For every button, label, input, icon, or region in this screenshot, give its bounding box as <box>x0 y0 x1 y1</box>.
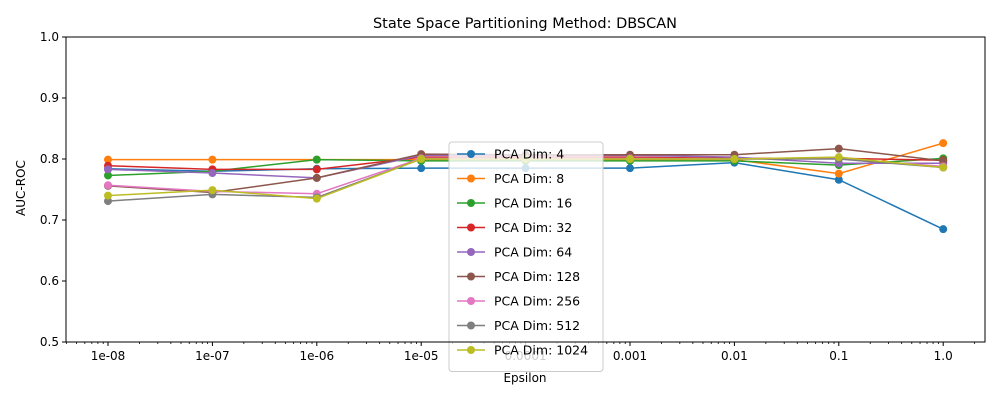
legend-marker <box>467 199 475 207</box>
legend: PCA Dim: 4 PCA Dim: 8 PCA Dim: 16 PCA Dim: … <box>448 141 604 372</box>
x-tick-label: 1e-05 <box>404 349 439 363</box>
legend-marker <box>467 272 475 281</box>
data-point <box>104 165 112 174</box>
x-tick-label: 1e-06 <box>299 349 334 363</box>
data-point <box>626 155 634 163</box>
legend-marker <box>467 297 475 305</box>
x-tick-label: 1.0 <box>934 349 953 363</box>
y-tick-label: 0.6 <box>40 274 59 288</box>
data-point <box>730 155 739 163</box>
legend-label: PCA Dim: 32 <box>494 220 572 235</box>
data-point <box>208 169 217 178</box>
data-point <box>312 155 321 164</box>
legend-label: PCA Dim: 128 <box>494 269 580 284</box>
legend-marker <box>467 150 475 158</box>
data-point <box>312 194 321 203</box>
data-point <box>939 225 948 234</box>
x-tick-label: 1e-08 <box>91 349 126 363</box>
x-tick-label: 1e-07 <box>195 349 230 363</box>
legend-label: PCA Dim: 16 <box>494 196 572 211</box>
chart-title: State Space Partitioning Method: DBSCAN <box>373 16 677 32</box>
x-tick-label: 0.001 <box>613 349 647 363</box>
legend-label: PCA Dim: 1024 <box>494 343 588 358</box>
legend-marker <box>467 321 475 330</box>
data-point <box>312 173 321 182</box>
data-point <box>208 186 217 195</box>
data-point <box>104 181 112 190</box>
y-axis-title: AUC-ROC <box>14 160 28 216</box>
data-point <box>939 139 948 148</box>
data-point <box>939 163 948 172</box>
y-tick-label: 1.0 <box>40 30 59 44</box>
data-point <box>834 169 843 178</box>
data-point <box>417 155 426 163</box>
y-tick-label: 0.8 <box>40 152 59 166</box>
x-tick-label: 0.01 <box>721 349 748 363</box>
y-tick-label: 0.5 <box>40 335 59 349</box>
data-point <box>626 164 634 173</box>
data-point <box>104 197 112 206</box>
legend-marker <box>467 346 475 354</box>
data-point <box>104 171 112 180</box>
data-point <box>939 156 948 165</box>
legend-box <box>448 141 604 372</box>
y-tick-label: 0.9 <box>40 91 59 105</box>
legend-marker <box>467 223 475 232</box>
data-point <box>834 144 843 153</box>
legend-label: PCA Dim: 4 <box>494 147 564 162</box>
legend-marker <box>467 248 475 256</box>
y-tick-label: 0.7 <box>40 213 59 227</box>
data-point <box>104 155 112 164</box>
plot-frame <box>65 36 986 343</box>
data-point <box>417 164 426 173</box>
x-tick-label: 0.1 <box>829 349 848 363</box>
legend-label: PCA Dim: 256 <box>494 294 580 309</box>
data-point <box>834 153 843 162</box>
data-point <box>208 155 217 164</box>
x-axis-title: Epsilon <box>503 371 546 385</box>
legend-label: PCA Dim: 8 <box>494 171 564 186</box>
data-point <box>104 191 112 200</box>
legend-label: PCA Dim: 64 <box>494 245 572 260</box>
data-point <box>834 175 843 184</box>
data-point <box>312 165 321 174</box>
legend-marker <box>467 174 475 183</box>
legend-label: PCA Dim: 512 <box>494 318 580 333</box>
